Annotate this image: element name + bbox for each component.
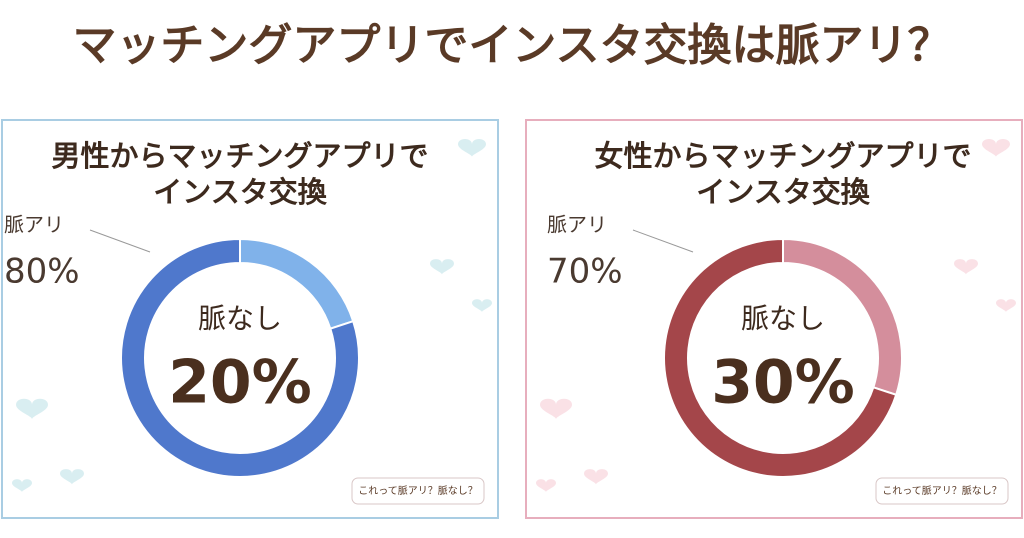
inner-category-label: 脈なし bbox=[198, 302, 282, 335]
heart-decoration bbox=[12, 479, 32, 492]
chart-title: インスタ交換 bbox=[696, 175, 870, 209]
panel bbox=[525, 119, 1023, 519]
heart-decoration bbox=[996, 299, 1016, 312]
outer-category-label: 脈アリ bbox=[4, 213, 64, 237]
inner-category-label: 脈なし bbox=[741, 302, 825, 335]
chart-title: インスタ交換 bbox=[153, 175, 327, 209]
chart-title: 男性からマッチングアプリで bbox=[51, 139, 428, 173]
badge-box bbox=[875, 477, 1009, 505]
heart-decoration bbox=[60, 469, 84, 485]
badge-text: これって脈アリ？脈なし？ bbox=[358, 484, 478, 497]
outer-value-label: 80% bbox=[4, 252, 80, 292]
heart-decoration bbox=[954, 259, 978, 275]
heart-decoration bbox=[540, 398, 572, 420]
donut-hole bbox=[688, 263, 878, 453]
heart-decoration bbox=[430, 259, 454, 275]
donut-hole bbox=[145, 263, 335, 453]
outer-value-label: 70% bbox=[547, 252, 623, 292]
heart-decoration bbox=[584, 469, 608, 485]
badge-text: これって脈アリ？脈なし？ bbox=[882, 484, 1002, 497]
inner-value-label: 30% bbox=[711, 348, 855, 418]
inner-value-label: 20% bbox=[168, 348, 312, 418]
heart-decoration bbox=[982, 138, 1010, 157]
heart-decoration bbox=[472, 299, 492, 312]
page-title: マッチングアプリでインスタ交換は脈アリ？ bbox=[72, 20, 951, 71]
leader-line bbox=[89, 229, 151, 253]
chart-title: 女性からマッチングアプリで bbox=[594, 139, 971, 173]
panel bbox=[1, 119, 499, 519]
heart-decoration bbox=[16, 398, 48, 420]
leader-line bbox=[632, 229, 694, 253]
outer-category-label: 脈アリ bbox=[547, 213, 607, 237]
badge-box bbox=[351, 477, 485, 505]
heart-decoration bbox=[536, 479, 556, 492]
heart-decoration bbox=[458, 138, 486, 157]
